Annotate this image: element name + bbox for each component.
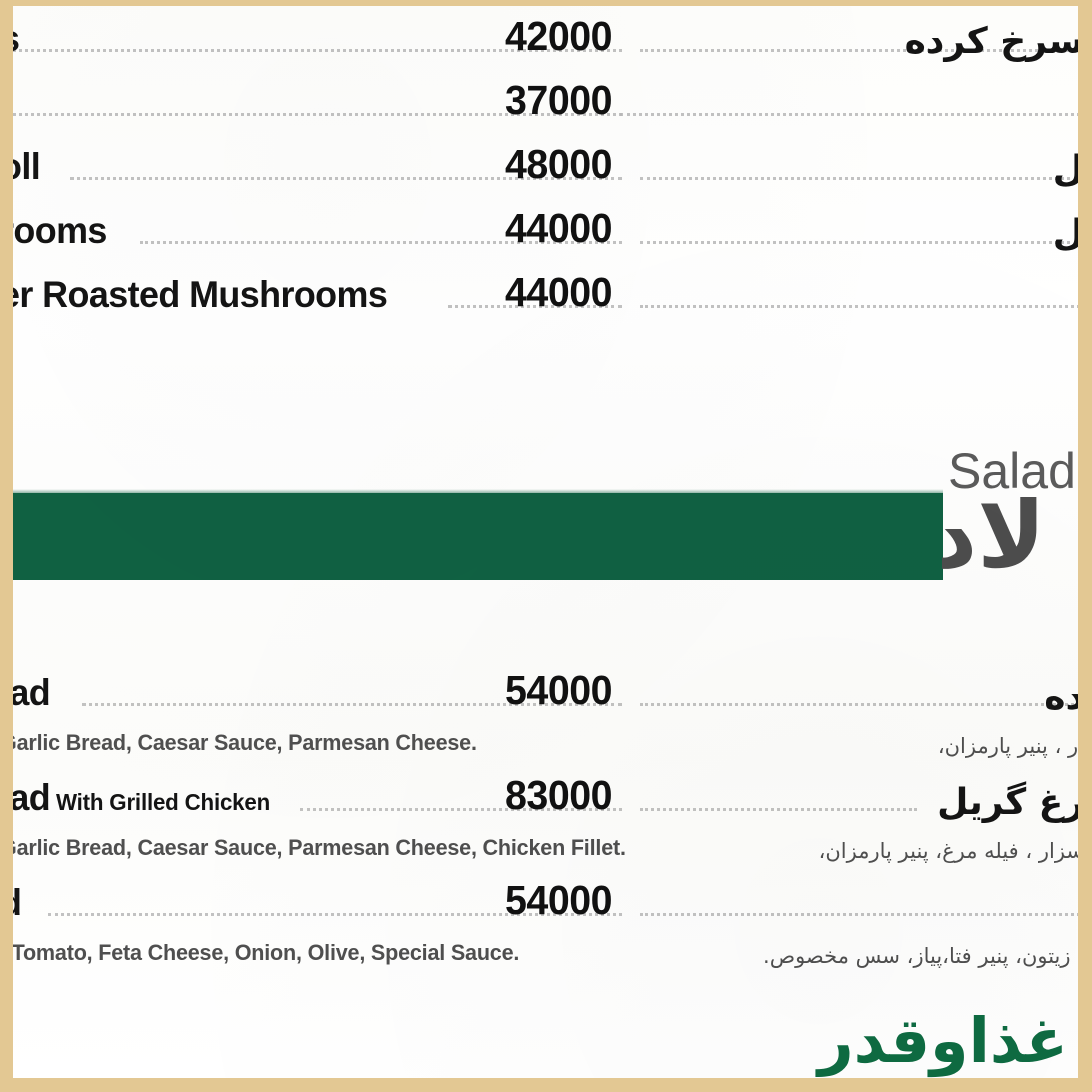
salad-heading-en: Salad	[948, 443, 1076, 499]
item-price: 37000	[505, 77, 613, 123]
item-price: 54000	[505, 877, 613, 923]
leader-line-right	[640, 913, 1092, 916]
brand-logo-text: غذاوقدر	[817, 1004, 1070, 1077]
menu-row: lad 54000 ده Garlic Bread, Caesar Sauce,…	[0, 665, 1092, 770]
leader-line-left	[0, 113, 622, 116]
page-frame-top	[0, 0, 1092, 6]
page-frame-bottom	[0, 1078, 1092, 1092]
page-frame-right	[1078, 0, 1092, 1092]
item-price: 44000	[505, 269, 613, 315]
item-description-fa: ار ، پنیر پارمزان،	[937, 734, 1084, 758]
item-name-en: lad With Grilled Chicken	[0, 777, 270, 819]
item-description-en: Garlic Bread, Caesar Sauce, Parmesan Che…	[0, 730, 477, 755]
leader-line-right	[640, 703, 1092, 706]
menu-row: lad With Grilled Chicken 83000 رغ گریل Ga…	[0, 770, 1092, 875]
appetizer-rows-section: s 42000 سرخ کرده 37000 oll 48000 ل rooms…	[0, 0, 1092, 326]
item-name-fa: سرخ کرده	[904, 21, 1084, 62]
leader-line-left	[448, 305, 622, 308]
leader-line-right	[640, 241, 1070, 244]
menu-row: rooms 44000 ل	[0, 198, 1092, 262]
salad-section-heading: Salad لاد	[942, 430, 1092, 595]
leader-line-left	[300, 808, 622, 811]
item-description-en: , Tomato, Feta Cheese, Onion, Olive, Spe…	[0, 940, 520, 965]
item-name-en: rooms	[0, 210, 107, 251]
leader-line-right	[640, 177, 1070, 180]
item-price: 83000	[505, 772, 613, 818]
item-name-en-sub: With Grilled Chicken	[55, 789, 271, 815]
item-description-fa: سزار ، فیله مرغ، پنیر پارمزان،	[818, 839, 1084, 863]
leader-line-left	[82, 703, 622, 706]
menu-row: er Roasted Mushrooms 44000	[0, 262, 1092, 326]
menu-row: s 42000 سرخ کرده	[0, 0, 1092, 70]
item-price: 42000	[505, 13, 613, 59]
menu-row: d 54000 , Tomato, Feta Cheese, Onion, Ol…	[0, 875, 1092, 980]
page-frame-left	[0, 0, 13, 1092]
leader-line-left	[48, 913, 622, 916]
leader-line-left	[0, 49, 622, 52]
leader-line-right	[620, 113, 1092, 116]
salad-heading-fa: لاد	[942, 482, 1046, 589]
brand-logo: غذاوقدر	[818, 988, 1072, 1074]
item-price: 44000	[505, 205, 613, 251]
item-price: 54000	[505, 667, 613, 713]
leader-line-left	[140, 241, 622, 244]
salad-rows-section: lad 54000 ده Garlic Bread, Caesar Sauce,…	[0, 665, 1092, 980]
item-price: 48000	[505, 141, 613, 187]
menu-row: oll 48000 ل	[0, 134, 1092, 198]
item-description-en: Garlic Bread, Caesar Sauce, Parmesan Che…	[0, 835, 626, 860]
item-name-en: er Roasted Mushrooms	[0, 274, 388, 315]
item-name-fa: ده	[1044, 677, 1084, 718]
salad-section-banner	[0, 489, 943, 580]
item-description-fa: ، زیتون، پنیر فتا،پیاز، سس مخصوص.	[763, 944, 1084, 968]
leader-line-right	[640, 305, 1092, 308]
leader-line-right	[640, 49, 1092, 52]
menu-row: 37000	[0, 70, 1092, 134]
item-name-fa: رغ گریل	[937, 782, 1084, 823]
leader-line-left	[70, 177, 622, 180]
leader-line-right	[640, 808, 917, 811]
